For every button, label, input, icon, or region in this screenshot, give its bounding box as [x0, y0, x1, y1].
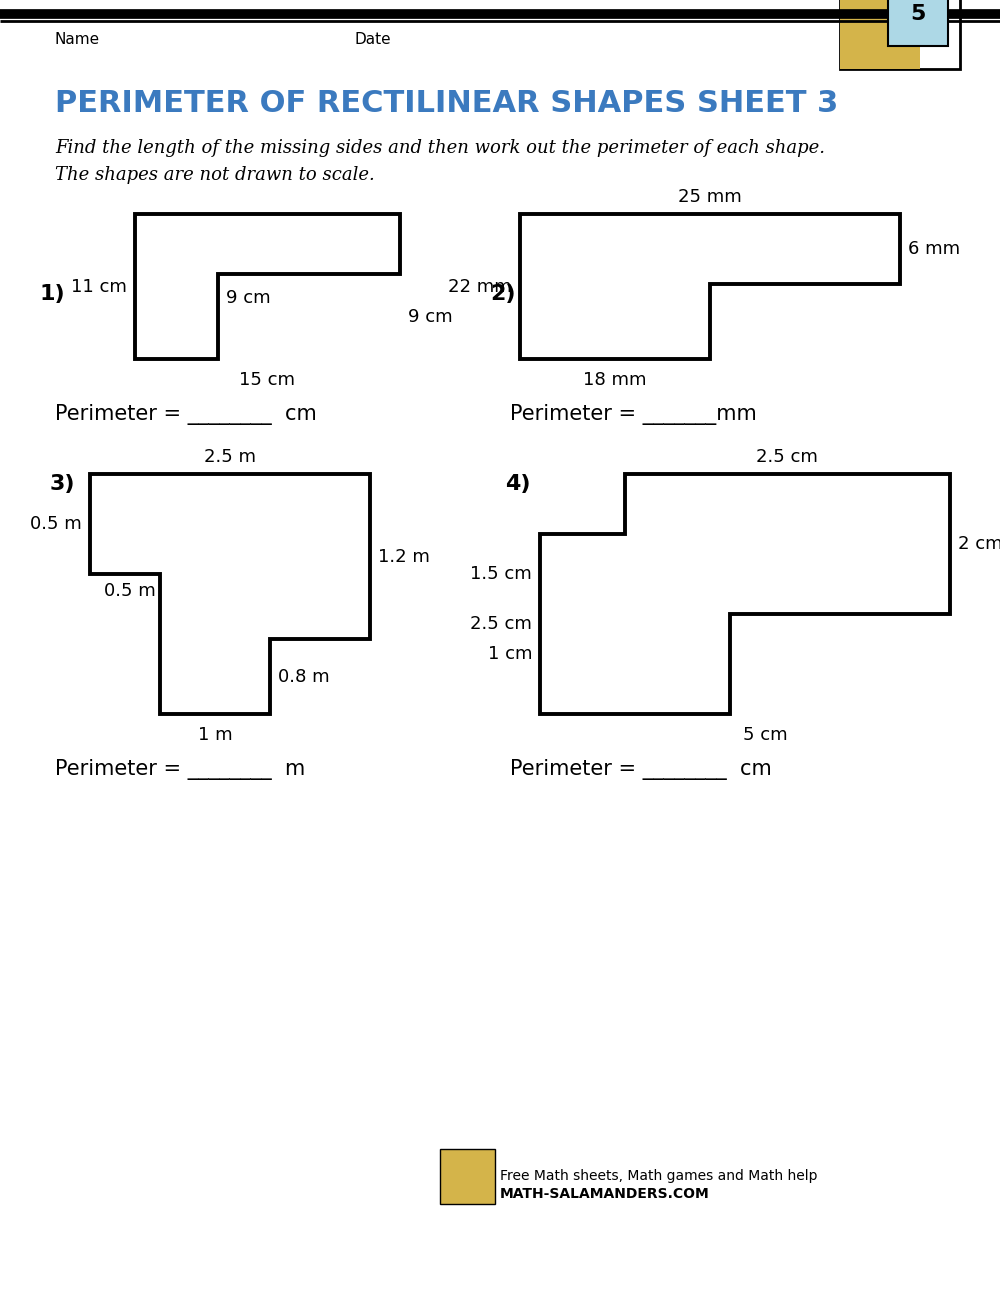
Text: 5 cm: 5 cm [743, 726, 787, 744]
Text: 18 mm: 18 mm [583, 371, 647, 389]
FancyBboxPatch shape [440, 1149, 495, 1203]
Text: 4): 4) [505, 474, 530, 494]
Text: 11 cm: 11 cm [71, 278, 127, 296]
Text: Name: Name [55, 31, 100, 47]
Text: 1 cm: 1 cm [488, 644, 532, 663]
Text: The shapes are not drawn to scale.: The shapes are not drawn to scale. [55, 166, 375, 184]
Text: 1.5 cm: 1.5 cm [470, 565, 532, 584]
Text: 2 cm: 2 cm [958, 534, 1000, 553]
Text: 0.5 m: 0.5 m [30, 515, 82, 533]
Text: 2): 2) [490, 283, 516, 304]
Text: 0.8 m: 0.8 m [278, 668, 330, 686]
Text: 2.5 cm: 2.5 cm [470, 615, 532, 633]
Text: 25 mm: 25 mm [678, 188, 742, 206]
FancyBboxPatch shape [840, 0, 920, 69]
Text: 5: 5 [910, 4, 926, 25]
Text: 0.5 m: 0.5 m [104, 582, 156, 600]
Text: 1 m: 1 m [198, 726, 232, 744]
Text: 3): 3) [50, 474, 76, 494]
Text: Find the length of the missing sides and then work out the perimeter of each sha: Find the length of the missing sides and… [55, 138, 825, 157]
Text: 15 cm: 15 cm [239, 371, 295, 389]
Text: 22 mm: 22 mm [448, 278, 512, 296]
Text: PERIMETER OF RECTILINEAR SHAPES SHEET 3: PERIMETER OF RECTILINEAR SHAPES SHEET 3 [55, 89, 838, 118]
Text: Date: Date [355, 31, 392, 47]
Text: 9 cm: 9 cm [408, 308, 453, 326]
Text: 1): 1) [40, 283, 66, 304]
Text: 9 cm: 9 cm [226, 289, 271, 307]
Text: 2.5 cm: 2.5 cm [756, 448, 818, 466]
Text: Perimeter = ________  m: Perimeter = ________ m [55, 760, 305, 780]
FancyBboxPatch shape [840, 0, 960, 69]
Text: Free Math sheets, Math games and Math help: Free Math sheets, Math games and Math he… [500, 1168, 818, 1183]
Text: Perimeter = _______mm: Perimeter = _______mm [510, 404, 757, 424]
Text: MATH-SALAMANDERS.COM: MATH-SALAMANDERS.COM [500, 1187, 710, 1201]
Text: 6 mm: 6 mm [908, 239, 960, 258]
Text: Perimeter = ________  cm: Perimeter = ________ cm [510, 760, 772, 780]
Text: 2.5 m: 2.5 m [204, 448, 256, 466]
Text: 1.2 m: 1.2 m [378, 547, 430, 565]
Text: Perimeter = ________  cm: Perimeter = ________ cm [55, 404, 317, 424]
